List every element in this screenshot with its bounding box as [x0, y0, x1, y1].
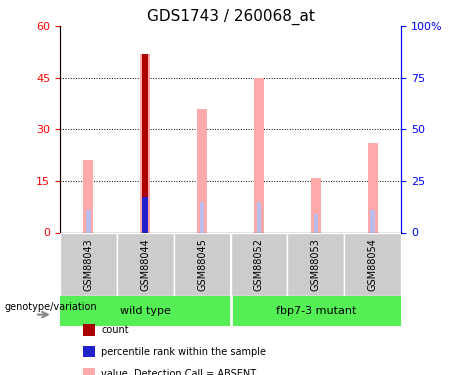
Bar [142, 54, 148, 232]
Bar [83, 160, 94, 232]
Bar [142, 197, 148, 232]
Bar [370, 210, 375, 232]
Bar [257, 202, 261, 232]
Bar [86, 210, 91, 232]
Bar [174, 232, 230, 296]
Bar [200, 202, 204, 232]
Text: GSM88043: GSM88043 [83, 238, 94, 291]
Bar [230, 232, 287, 296]
Bar [367, 143, 378, 232]
Bar [140, 54, 150, 232]
Text: wild type: wild type [120, 306, 171, 316]
Text: count: count [101, 325, 129, 335]
Text: fbp7-3 mutant: fbp7-3 mutant [276, 306, 356, 316]
Bar [287, 232, 344, 296]
Text: GSM88045: GSM88045 [197, 238, 207, 291]
Bar [60, 232, 117, 296]
Text: value, Detection Call = ABSENT: value, Detection Call = ABSENT [101, 369, 256, 375]
Text: GSM88044: GSM88044 [140, 238, 150, 291]
Bar [197, 109, 207, 232]
Text: GSM88054: GSM88054 [367, 238, 378, 291]
Bar [344, 232, 401, 296]
Text: GSM88052: GSM88052 [254, 238, 264, 291]
Text: percentile rank within the sample: percentile rank within the sample [101, 347, 266, 357]
Bar [117, 232, 174, 296]
Bar [311, 177, 321, 232]
Bar [313, 214, 318, 232]
Title: GDS1743 / 260068_at: GDS1743 / 260068_at [147, 9, 314, 25]
Bar [254, 78, 264, 232]
Text: genotype/variation: genotype/variation [5, 303, 97, 312]
Text: GSM88053: GSM88053 [311, 238, 321, 291]
